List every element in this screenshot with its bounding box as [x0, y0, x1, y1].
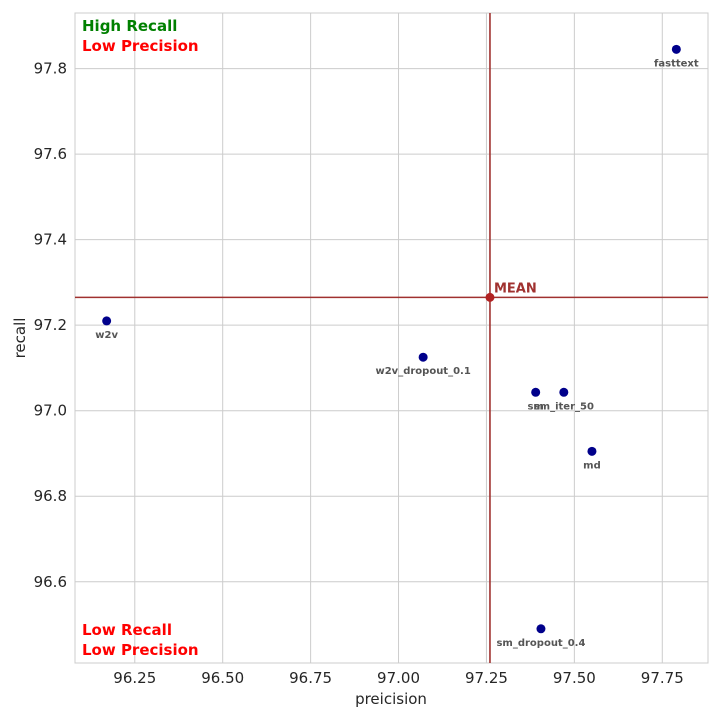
- point-label: sm_dropout_0.4: [496, 638, 585, 649]
- mean-label: MEAN: [494, 281, 537, 296]
- corner-annotation: Low Precision: [82, 641, 199, 659]
- plot-background: [74, 12, 709, 664]
- x-tick-label: 96.75: [289, 669, 332, 687]
- x-axis-label: preicision: [355, 690, 427, 708]
- point-label: w2v_dropout_0.1: [375, 366, 470, 377]
- data-point: [559, 387, 569, 397]
- data-point: [587, 446, 597, 456]
- data-point: [531, 387, 541, 397]
- point-label: w2v: [95, 330, 118, 341]
- y-tick-label: 97.0: [34, 402, 67, 420]
- data-point: [418, 352, 428, 362]
- data-points: fasttext w2v w2v_dropout_0.1smsm_iter_50md…: [95, 44, 699, 649]
- corner-annotation: Low Recall: [82, 621, 172, 639]
- x-tick-label: 97.25: [465, 669, 508, 687]
- corner-annotations: High Recall Low Precision Low Recall Low Pr…: [82, 17, 199, 659]
- x-tick-label: 96.50: [201, 669, 244, 687]
- x-tick-label: 97.50: [553, 669, 596, 687]
- point-label: sm: [527, 401, 543, 412]
- y-tick-label: 97.4: [34, 231, 67, 249]
- y-tick-label: 97.6: [34, 145, 67, 163]
- y-tick-label: 96.6: [34, 573, 67, 591]
- data-point: [671, 44, 681, 54]
- grid-lines: [75, 13, 708, 663]
- point-label: md: [583, 460, 601, 471]
- tick-labels: 96.25 96.50 96.75 97.00 97.25 97.50 97.75 96.6 9…: [34, 60, 684, 687]
- mean-point: [485, 292, 495, 302]
- x-tick-label: 97.00: [377, 669, 420, 687]
- corner-annotation: Low Precision: [82, 37, 199, 55]
- data-point: [536, 624, 546, 634]
- x-tick-label: 97.75: [641, 669, 684, 687]
- y-axis-label: recall: [11, 318, 29, 359]
- corner-annotation: High Recall: [82, 17, 177, 35]
- data-point: [102, 316, 112, 326]
- point-label: sm_iter_50: [534, 401, 594, 412]
- point-label: fasttext: [654, 58, 699, 69]
- x-tick-label: 96.25: [113, 669, 156, 687]
- y-tick-label: 97.2: [34, 316, 67, 334]
- y-tick-label: 97.8: [34, 60, 67, 78]
- y-tick-label: 96.8: [34, 487, 67, 505]
- mean-lines: [75, 13, 708, 663]
